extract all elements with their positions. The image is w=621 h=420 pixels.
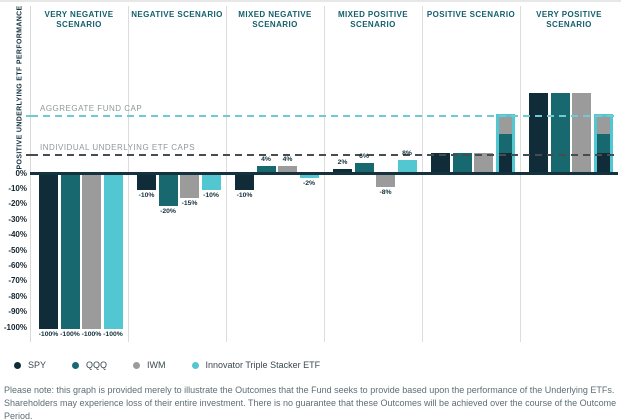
bar-qqq (60, 175, 80, 329)
bar-iwm (572, 93, 591, 172)
bar-innovator-triple-stacker-etf (593, 114, 613, 172)
bar-value-label: -10% (138, 192, 155, 200)
individual-etf-caps-line (31, 154, 618, 156)
legend-label: IWM (147, 360, 166, 370)
legend-label: QQQ (86, 360, 108, 370)
scenario-header: POSITIVE SCENARIO (426, 10, 516, 19)
bar-value-label: 8% (402, 149, 412, 157)
individual-cap-axis-tick (26, 154, 31, 156)
stacked-segment-qqq (596, 133, 610, 153)
individual-etf-caps-label: INDIVIDUAL UNDERLYING ETF CAPS (40, 143, 196, 152)
bar-innovator-triple-stacker-etf (495, 114, 515, 172)
bar-iwm (278, 165, 297, 172)
bar-qqq (354, 162, 374, 172)
bar-value-label: -10% (236, 192, 253, 200)
aggregate-cap-axis-tick (26, 115, 31, 117)
legend-dot-icon (14, 361, 21, 369)
y-tick-label: -100% (3, 322, 27, 332)
bar-spy (333, 168, 352, 172)
legend-item: Innovator Triple Stacker ETF (191, 360, 321, 370)
bar-value-label: -100% (103, 331, 123, 338)
zero-axis-line (30, 172, 618, 175)
bar-value-label: -100% (60, 331, 80, 338)
legend-label: SPY (28, 360, 47, 370)
bar-value-label: 4% (282, 155, 293, 163)
bar-iwm (376, 175, 395, 188)
footnote-line-1: Please note: this graph is provided mere… (4, 385, 615, 395)
bar-value-label: -2% (302, 180, 316, 188)
scenario-header: VERY POSITIVE SCENARIO (536, 10, 602, 29)
stacked-segment-qqq (498, 133, 512, 153)
bar-value-label: -100% (38, 331, 59, 338)
bar-innovator-triple-stacker-etf (103, 175, 123, 329)
footnote: Please note: this graph is provided mere… (4, 384, 619, 420)
bar-spy (431, 152, 450, 172)
bar-spy (137, 175, 156, 191)
top-border (0, 0, 621, 2)
y-tick-label: -80% (8, 291, 27, 301)
legend-label: Innovator Triple Stacker ETF (205, 360, 321, 370)
aggregate-fund-cap-label: AGGREGATE FUND CAP (40, 104, 143, 113)
legend-item: IWM (133, 360, 166, 370)
y-tick-label: -10% (8, 183, 27, 193)
bar-value-label: -15% (181, 200, 198, 208)
scenario-header: MIXED NEGATIVE SCENARIO (238, 10, 312, 29)
bar-iwm (82, 175, 101, 329)
bar-spy (235, 175, 254, 191)
y-tick-label: -60% (8, 260, 27, 270)
bar-innovator-triple-stacker-etf (201, 175, 221, 191)
y-tick-label: -20% (8, 199, 27, 209)
y-tick-label: -90% (8, 307, 27, 317)
bar-qqq (550, 93, 570, 172)
bar-value-label: 2% (337, 158, 348, 166)
bar-value-label: -8% (379, 189, 392, 197)
y-tick-label: -50% (8, 245, 27, 255)
bar-iwm (180, 175, 199, 199)
legend-dot-icon (191, 361, 199, 369)
bar-iwm (474, 152, 493, 172)
legend-item: QQQ (72, 360, 107, 370)
bar-value-label: -10% (203, 192, 219, 200)
legend-item: SPY (14, 360, 46, 370)
stacked-segment-spy (596, 152, 610, 172)
stacked-segment-iwm (498, 117, 512, 134)
bar-spy (39, 175, 58, 329)
legend-dot-icon (72, 361, 80, 369)
bar-value-label: 4% (261, 155, 271, 163)
bar-value-label: -20% (160, 207, 176, 215)
bar-qqq (452, 152, 472, 172)
bar-qqq (158, 175, 178, 206)
bar-innovator-triple-stacker-etf (299, 175, 319, 179)
y-axis-title: POSITIVE UNDERLYING ETF PERFORMANCE (16, 5, 24, 170)
stacked-segment-spy (498, 152, 512, 172)
legend-dot-icon (133, 361, 141, 369)
bar-spy (529, 93, 548, 172)
bar-qqq (256, 165, 276, 172)
y-tick-label: -40% (8, 230, 27, 240)
aggregate-fund-cap-line (31, 115, 618, 117)
y-tick-label: -70% (8, 276, 27, 286)
footnote-line-2: Shareholders may experience loss of thei… (4, 398, 617, 420)
y-tick-label: 0% (15, 168, 27, 178)
scenario-header: VERY NEGATIVE SCENARIO (44, 10, 114, 29)
bar-innovator-triple-stacker-etf (397, 159, 417, 172)
legend: SPY QQQ IWM Innovator Triple Stacker ETF (14, 360, 320, 370)
scenario-header: NEGATIVE SCENARIO (131, 10, 223, 19)
stacked-segment-iwm (596, 117, 610, 134)
bar-value-label: 6% (359, 152, 369, 160)
scenario-header: MIXED POSITIVE SCENARIO (337, 10, 409, 29)
y-tick-label: -30% (8, 214, 27, 224)
bar-value-label: -100% (81, 331, 102, 338)
